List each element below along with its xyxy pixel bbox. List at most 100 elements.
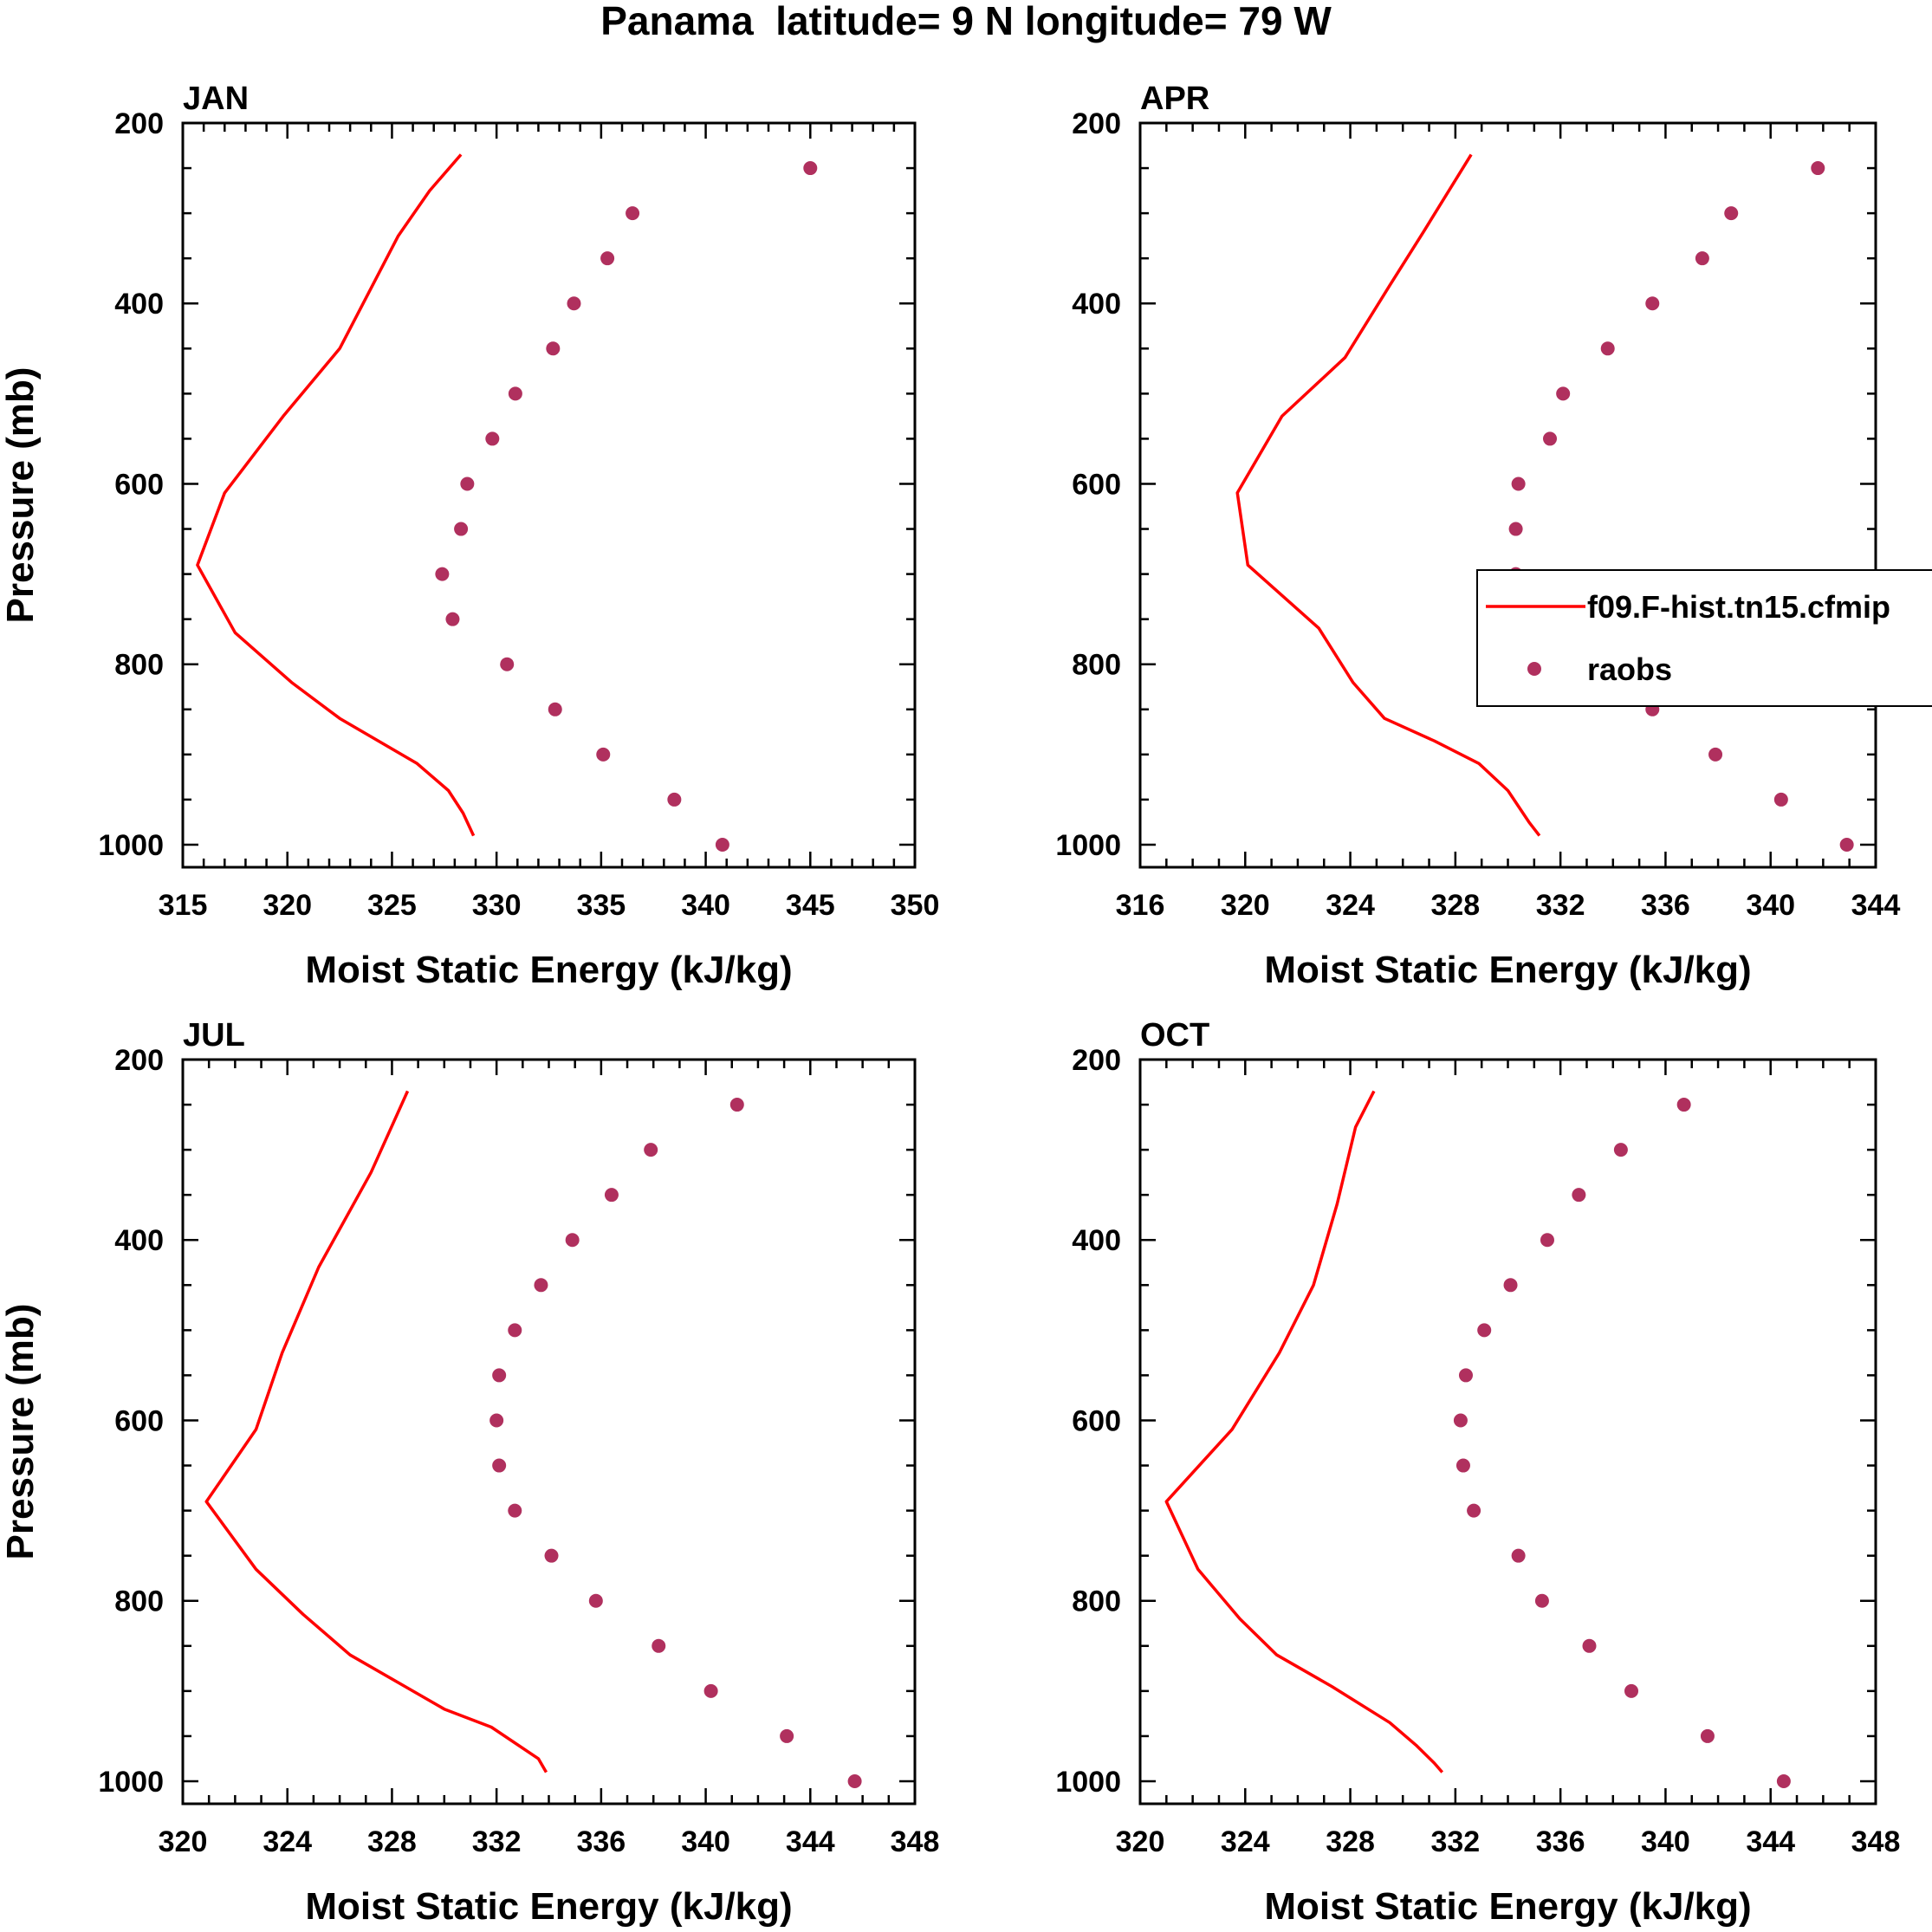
raobs-point <box>1773 792 1788 807</box>
raobs-point <box>803 161 818 176</box>
y-tick-label: 600 <box>1072 468 1121 501</box>
raobs-point <box>1839 837 1854 852</box>
x-tick-label: 328 <box>1430 889 1480 922</box>
raobs-point <box>454 522 469 536</box>
x-tick-label: 332 <box>472 1825 522 1858</box>
x-tick-label: 328 <box>367 1825 417 1858</box>
x-tick-label: 315 <box>159 889 208 922</box>
y-tick-label: 200 <box>114 1044 164 1077</box>
raobs-point <box>534 1278 548 1293</box>
raobs-point <box>703 1683 718 1698</box>
y-tick-label: 400 <box>1072 1224 1121 1257</box>
x-tick-label: 316 <box>1116 889 1165 922</box>
raobs-point <box>1455 1458 1470 1473</box>
x-tick-label: 336 <box>576 1825 626 1858</box>
raobs-point <box>1543 431 1558 446</box>
raobs-point <box>1572 1188 1586 1203</box>
y-tick-label: 1000 <box>98 829 164 862</box>
x-tick-label: 324 <box>1221 1825 1270 1858</box>
panel-jul: 320 324 328 332 336 340 344 348 200 400 600 800 1000… <box>0 1017 939 1928</box>
x-tick-label: 340 <box>681 1825 730 1858</box>
x-tick-label: 344 <box>786 1825 835 1858</box>
panels: 315 320 325 330 335 340 345 350 200 400 600 800 1000… <box>0 81 1900 1928</box>
panel-oct: 320 324 328 332 336 340 344 348 200 400 600 800 1000… <box>1055 1017 1900 1928</box>
model-series-line <box>204 1090 548 1773</box>
raobs-point <box>1453 1413 1468 1428</box>
y-tick-label: 1000 <box>98 1766 164 1799</box>
x-tick-label: 325 <box>367 889 417 922</box>
raobs-point <box>1708 747 1723 762</box>
y-tick-label: 800 <box>1072 1585 1121 1618</box>
legend-marker-swatch <box>1527 662 1541 676</box>
panel-apr: 316 320 324 328 332 336 340 344 200 400 600 800 1000… <box>1055 81 1900 991</box>
raobs-point <box>1467 1503 1481 1518</box>
raobs-point <box>546 341 561 356</box>
raobs-point <box>508 1503 522 1518</box>
raobs-point <box>489 1413 504 1428</box>
y-tick-label: 400 <box>114 1224 164 1257</box>
plot-frame <box>181 121 917 869</box>
x-axis-label: Moist Static Energy (kJ/kg) <box>1264 1885 1751 1928</box>
model-series-line <box>1235 153 1541 837</box>
raobs-point <box>485 431 500 446</box>
raobs-point <box>500 657 515 671</box>
raobs-point <box>780 1728 794 1743</box>
raobs-point <box>1508 522 1523 536</box>
y-tick-label: 800 <box>114 649 164 682</box>
raobs-point <box>565 1233 580 1248</box>
raobs-point <box>1511 477 1526 491</box>
x-tick-label: 348 <box>891 1825 940 1858</box>
raobs-point <box>729 1098 744 1112</box>
plot-frame <box>1138 1058 1877 1806</box>
raobs-point <box>644 1143 658 1157</box>
x-tick-label: 340 <box>1641 1825 1690 1858</box>
plot-frame <box>181 1058 917 1806</box>
y-tick-label: 800 <box>114 1585 164 1618</box>
panel-title: OCT <box>1140 1017 1209 1054</box>
x-tick-label: 324 <box>1326 889 1375 922</box>
x-axis-label: Moist Static Energy (kJ/kg) <box>305 949 792 991</box>
x-tick-label: 332 <box>1536 889 1585 922</box>
legend-label: raobs <box>1587 652 1672 687</box>
raobs-point <box>588 1593 603 1608</box>
legend-label: f09.F-hist.tn15.cfmip <box>1587 589 1890 625</box>
x-tick-label: 345 <box>786 889 835 922</box>
raobs-point <box>1540 1233 1554 1248</box>
y-tick-label: 800 <box>1072 649 1121 682</box>
raobs-point <box>1695 251 1709 266</box>
raobs-point <box>1700 1728 1715 1743</box>
x-tick-label: 320 <box>1116 1825 1165 1858</box>
x-tick-label: 320 <box>263 889 312 922</box>
raobs-point <box>492 1368 507 1383</box>
raobs-point <box>1458 1368 1473 1383</box>
raobs-point <box>1600 341 1615 356</box>
raobs-point <box>548 702 562 716</box>
y-tick-label: 400 <box>1072 288 1121 321</box>
panel-title: APR <box>1140 81 1209 117</box>
x-tick-label: 320 <box>159 1825 208 1858</box>
x-tick-label: 348 <box>1851 1825 1901 1858</box>
raobs-point <box>1511 1548 1526 1563</box>
raobs-point <box>445 612 460 626</box>
model-series-line <box>1164 1090 1444 1773</box>
raobs-point <box>1724 206 1739 221</box>
raobs-point <box>1811 161 1825 176</box>
raobs-point <box>626 206 640 221</box>
raobs-point <box>1582 1638 1597 1653</box>
raobs-point <box>460 477 475 491</box>
raobs-point <box>567 296 581 311</box>
x-tick-label: 350 <box>891 889 940 922</box>
y-tick-label: 400 <box>114 288 164 321</box>
y-tick-label: 600 <box>114 468 164 501</box>
raobs-point <box>1477 1323 1492 1338</box>
x-tick-label: 336 <box>1536 1825 1585 1858</box>
y-tick-label: 1000 <box>1055 829 1121 862</box>
raobs-point <box>492 1458 507 1473</box>
legend-box <box>1476 569 1932 707</box>
raobs-point <box>596 747 611 762</box>
raobs-point <box>667 792 682 807</box>
plot-frame <box>1138 121 1877 869</box>
raobs-point <box>715 837 729 852</box>
raobs-point <box>435 567 450 581</box>
